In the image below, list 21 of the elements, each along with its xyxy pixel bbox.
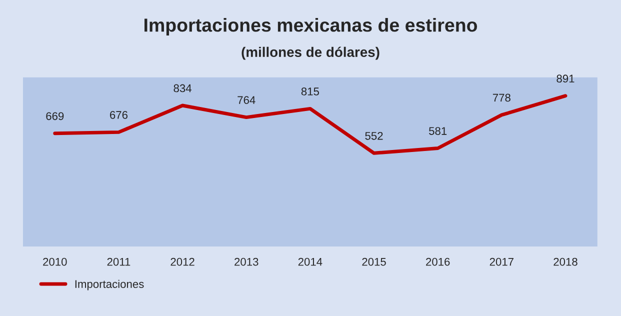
chart-title: Importaciones mexicanas de estireno bbox=[144, 18, 478, 36]
x-tick-label: 2012 bbox=[170, 258, 194, 266]
data-label: 834 bbox=[174, 84, 192, 92]
x-tick-label: 2013 bbox=[234, 258, 258, 266]
data-label: 676 bbox=[110, 111, 128, 119]
data-label: 778 bbox=[492, 94, 510, 102]
x-tick-label: 2016 bbox=[426, 258, 450, 266]
chart-subtitle: (millones de dólares) bbox=[242, 46, 380, 60]
data-label: 815 bbox=[301, 88, 319, 96]
x-tick-label: 2018 bbox=[554, 258, 578, 266]
x-tick-label: 2015 bbox=[362, 258, 386, 266]
data-label: 891 bbox=[556, 74, 574, 83]
data-label: 552 bbox=[365, 132, 383, 140]
data-label: 581 bbox=[429, 127, 447, 135]
x-tick-label: 2010 bbox=[43, 258, 67, 266]
legend-label: Importaciones bbox=[75, 280, 144, 290]
x-tick-label: 2014 bbox=[298, 258, 322, 266]
data-label: 669 bbox=[46, 112, 64, 120]
data-label: 764 bbox=[238, 96, 256, 104]
x-tick-label: 2011 bbox=[107, 258, 130, 266]
x-tick-label: 2017 bbox=[490, 258, 514, 266]
